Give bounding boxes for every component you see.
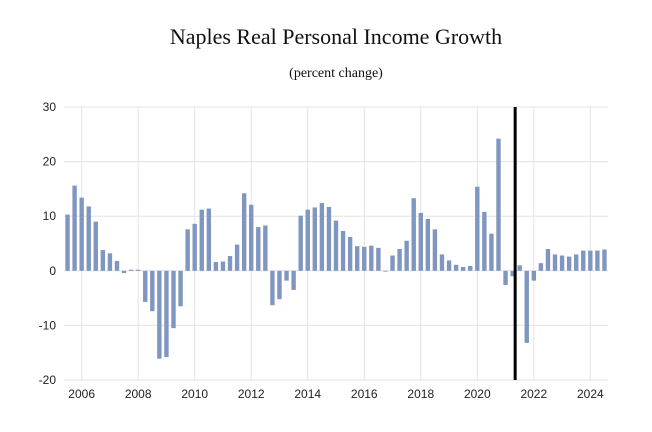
chart-subtitle: (percent change) (289, 66, 383, 81)
bar-2009Q1 (164, 270, 169, 358)
bar-2015Q2 (340, 230, 346, 271)
bar-2010Q1 (192, 223, 197, 271)
bar-2022Q1 (531, 270, 537, 281)
bar-2010Q3 (206, 208, 212, 271)
y-tick-label: 20 (43, 155, 57, 169)
bar-2021Q4 (524, 270, 529, 343)
x-tick-label: 2022 (520, 387, 547, 401)
bar-2015Q4 (355, 246, 360, 271)
bar-2017Q3 (404, 240, 409, 271)
bar-2016Q3 (376, 247, 381, 271)
bar-2017Q2 (397, 248, 402, 271)
bar-2023Q3 (574, 254, 579, 271)
bar-2010Q4 (213, 262, 219, 271)
bar-2006Q2 (86, 206, 91, 271)
bar-2005Q4 (72, 185, 77, 271)
bar-2018Q3 (432, 229, 438, 271)
y-tick-label: -20 (39, 373, 57, 387)
x-tick-label: 2018 (407, 387, 434, 401)
bar-2020Q4 (496, 138, 501, 271)
bar-2014Q2 (312, 207, 317, 271)
bar-2009Q2 (171, 270, 176, 329)
bar-2023Q2 (566, 256, 572, 271)
bar-2016Q4 (383, 270, 388, 272)
y-tick-label: 30 (43, 100, 57, 114)
x-tick-label: 2012 (238, 387, 265, 401)
bar-2006Q1 (79, 197, 84, 271)
bar-2012Q1 (249, 204, 254, 271)
y-tick-label: 0 (49, 264, 56, 278)
x-tick-label: 2020 (464, 387, 491, 401)
bar-2013Q3 (291, 270, 296, 290)
bar-2011Q4 (241, 193, 247, 271)
bar-2007Q3 (121, 270, 127, 273)
bar-2016Q1 (362, 246, 367, 271)
bar-2017Q1 (390, 255, 395, 271)
bar-2022Q4 (552, 254, 558, 271)
x-tick-label: 2014 (294, 387, 321, 401)
bar-2024Q2 (595, 250, 600, 271)
bar-2014Q1 (305, 209, 310, 271)
bar-2022Q2 (538, 263, 544, 271)
bar-2008Q4 (157, 270, 162, 359)
x-tick-label: 2024 (577, 387, 604, 401)
bar-2022Q3 (545, 248, 551, 271)
bar-2010Q2 (199, 209, 204, 271)
bar-2020Q1 (475, 186, 480, 271)
x-tick-label: 2010 (181, 387, 208, 401)
bar-2020Q2 (482, 211, 487, 271)
bar-2019Q2 (453, 264, 459, 271)
bar-2011Q2 (227, 256, 233, 271)
bar-2014Q4 (326, 206, 332, 271)
x-tick-label: 2008 (125, 387, 152, 401)
bar-2024Q1 (588, 250, 593, 271)
bar-2011Q3 (234, 244, 240, 271)
bar-2008Q3 (150, 270, 155, 312)
bar-2013Q4 (298, 215, 303, 271)
bar-2009Q4 (185, 229, 190, 271)
bar-2012Q4 (270, 270, 275, 306)
chart-title: Naples Real Personal Income Growth (169, 24, 503, 49)
bar-2021Q1 (503, 270, 508, 285)
x-tick-label: 2006 (68, 387, 95, 401)
bar-2007Q4 (128, 269, 134, 271)
bar-2019Q4 (468, 265, 473, 271)
bar-2013Q2 (284, 270, 289, 281)
bar-2019Q3 (460, 266, 466, 271)
bar-2024Q3 (602, 249, 607, 271)
bar-2014Q3 (319, 203, 325, 271)
bar-2016Q2 (369, 245, 374, 271)
bar-2023Q4 (581, 250, 586, 271)
y-tick-label: 10 (43, 209, 57, 223)
bar-2008Q1 (135, 269, 141, 271)
bar-2021Q3 (517, 265, 522, 271)
x-tick-label: 2016 (351, 387, 378, 401)
bar-2015Q1 (333, 220, 339, 271)
bar-2021Q2 (510, 270, 515, 277)
bars-layer (65, 138, 607, 359)
bar-2018Q1 (418, 212, 423, 271)
bar-2019Q1 (446, 260, 452, 271)
y-tick-label: -10 (39, 318, 57, 332)
bar-2007Q2 (114, 260, 120, 271)
bar-2018Q4 (439, 254, 445, 271)
bar-2013Q1 (277, 270, 282, 300)
bar-2005Q3 (65, 214, 70, 271)
bar-2012Q3 (263, 225, 268, 271)
bar-2015Q3 (347, 236, 353, 271)
bar-2023Q1 (559, 255, 565, 271)
bar-2009Q3 (178, 270, 183, 307)
bar-2018Q2 (425, 218, 431, 271)
bar-2017Q4 (411, 198, 416, 271)
bar-2020Q3 (489, 233, 494, 271)
bar-2011Q1 (220, 261, 226, 271)
bar-2006Q3 (93, 221, 98, 271)
bar-2007Q1 (107, 253, 113, 271)
bar-2006Q4 (100, 250, 106, 271)
bar-2008Q2 (143, 270, 148, 302)
bar-2012Q2 (256, 227, 261, 271)
